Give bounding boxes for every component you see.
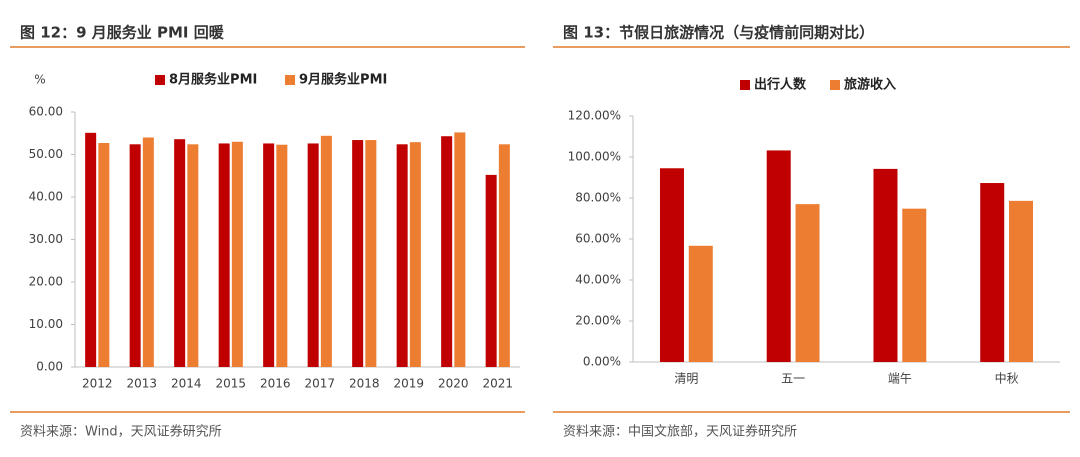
x-tick-label: 2015 <box>215 377 246 391</box>
bar <box>320 135 332 367</box>
bar <box>1009 200 1034 362</box>
legend-swatch <box>830 80 840 90</box>
y-tick-label: 50.00 <box>29 147 63 161</box>
legend-swatch <box>285 75 295 85</box>
legend-swatch <box>740 80 750 90</box>
bar <box>263 143 275 367</box>
y-tick-label: 60.00 <box>29 105 63 119</box>
bar <box>218 143 230 367</box>
bar <box>980 183 1005 362</box>
y-tick-label: 20.00 <box>29 275 63 289</box>
x-tick-label: 2020 <box>438 377 469 391</box>
bar <box>187 144 199 367</box>
bar <box>352 140 364 367</box>
source: 资料来源：Wind，天风证券研究所 <box>20 424 222 440</box>
bar <box>485 174 497 367</box>
x-tick-label: 2018 <box>349 377 380 391</box>
legend-label: 9月服务业PMI <box>299 72 387 88</box>
y-axis-label: % <box>34 73 45 87</box>
y-tick-label: 40.00% <box>575 273 621 287</box>
x-tick-label: 五一 <box>781 372 805 386</box>
legend-label: 8月服务业PMI <box>169 72 257 88</box>
x-tick-label: 端午 <box>888 372 912 386</box>
y-tick-label: 100.00% <box>568 150 621 164</box>
y-tick-label: 20.00% <box>575 314 621 328</box>
legend-label: 旅游收入 <box>844 77 896 93</box>
x-tick-label: 2012 <box>82 377 113 391</box>
bar <box>98 143 110 367</box>
bar <box>795 204 820 362</box>
x-tick-label: 2014 <box>171 377 202 391</box>
bar <box>307 143 319 367</box>
source: 资料来源：中国文旅部，天风证券研究所 <box>563 424 797 440</box>
x-tick-label: 2021 <box>482 377 513 391</box>
bar <box>441 136 453 367</box>
bar <box>902 208 927 362</box>
x-tick-label: 中秋 <box>995 371 1019 386</box>
bar <box>454 132 466 367</box>
y-tick-label: 120.00% <box>568 109 621 123</box>
y-tick-label: 40.00 <box>29 190 63 204</box>
bar <box>85 132 97 367</box>
y-tick-label: 30.00 <box>29 232 63 246</box>
y-tick-label: 10.00 <box>29 317 63 331</box>
y-tick-label: 60.00% <box>575 232 621 246</box>
bar <box>498 144 510 367</box>
bar <box>129 144 141 367</box>
legend-label: 出行人数 <box>754 77 807 93</box>
y-tick-label: 80.00% <box>575 191 621 205</box>
x-tick-label: 2016 <box>260 377 291 391</box>
chart-title: 图 13：节假日旅游情况（与疫情前同期对比） <box>563 24 874 42</box>
bar <box>688 245 713 362</box>
bar <box>365 140 377 367</box>
x-tick-label: 2013 <box>126 377 157 391</box>
bar <box>276 144 288 367</box>
x-tick-label: 2019 <box>393 377 424 391</box>
chart-title: 图 12：9 月服务业 PMI 回暖 <box>20 24 225 42</box>
y-tick-label: 0.00 <box>36 360 63 374</box>
x-tick-label: 清明 <box>674 372 698 386</box>
bar <box>873 168 898 362</box>
x-tick-label: 2017 <box>304 377 335 391</box>
bar <box>409 142 421 367</box>
bar <box>396 144 408 367</box>
bar <box>766 150 791 362</box>
bar <box>174 139 186 367</box>
bar <box>659 168 684 362</box>
bar <box>231 141 243 367</box>
y-tick-label: 0.00% <box>583 355 621 369</box>
bar <box>142 137 154 367</box>
legend-swatch <box>155 75 165 85</box>
